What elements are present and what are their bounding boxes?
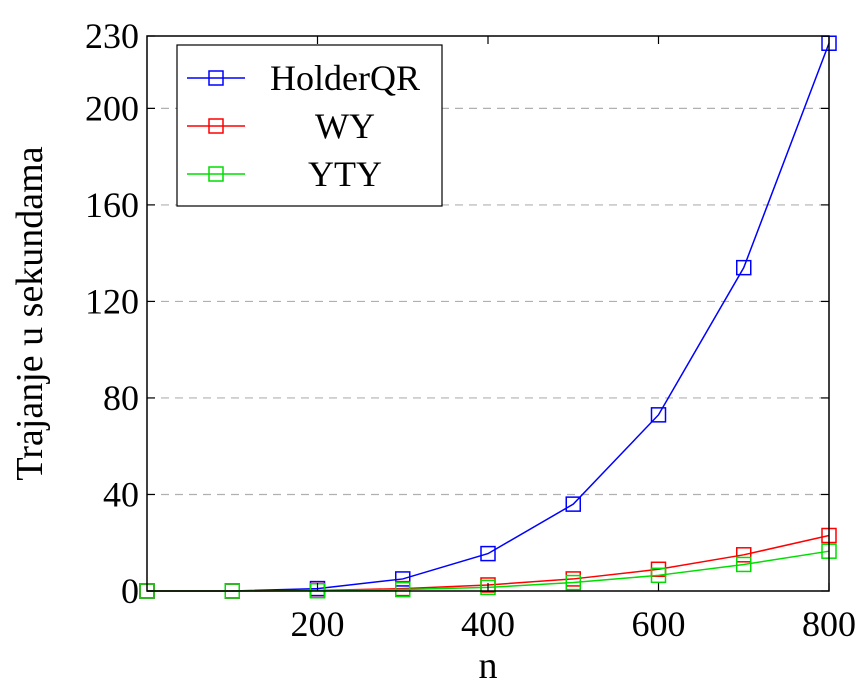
x-tick-label: 200 <box>291 604 345 644</box>
y-tick-label: 200 <box>85 88 139 128</box>
legend-item: HolderQR <box>187 58 420 98</box>
legend-label: HolderQR <box>270 58 420 98</box>
data-point <box>736 259 752 276</box>
data-point <box>565 574 581 591</box>
y-tick-label: 80 <box>103 378 139 418</box>
y-tick-label: 120 <box>85 281 139 321</box>
y-tick-label: 0 <box>121 571 139 611</box>
legend-marker <box>208 70 224 86</box>
legend-item: WY <box>187 106 375 146</box>
data-point <box>395 581 411 598</box>
x-tick-label: 400 <box>461 604 515 644</box>
axis-ticks <box>147 35 830 592</box>
y-tick-label: 160 <box>85 185 139 225</box>
x-tick-labels: 200 400 600 800 <box>291 604 857 644</box>
data-point <box>480 545 496 562</box>
data-point <box>650 407 667 423</box>
data-point <box>650 567 667 584</box>
legend-item: YTY <box>187 154 382 194</box>
y-tick-labels: 0 40 80 120 160 200 230 <box>85 16 139 611</box>
y-tick-label: 40 <box>103 474 139 514</box>
y-axis-label: Trajanje u sekundama <box>9 146 51 480</box>
legend-marker <box>208 166 224 182</box>
legend-label: YTY <box>308 154 382 194</box>
legend: HolderQR WY YTY <box>176 44 443 207</box>
x-tick-label: 600 <box>632 604 686 644</box>
x-tick-label: 800 <box>802 604 856 644</box>
data-point <box>736 547 752 563</box>
data-point <box>565 496 581 512</box>
data-point <box>736 556 752 573</box>
y-tick-label: 230 <box>85 16 139 56</box>
data-point <box>480 579 496 596</box>
series-line <box>147 534 830 592</box>
x-axis-label: n <box>479 645 498 684</box>
data-point <box>395 571 411 587</box>
legend-marker <box>208 118 224 134</box>
legend-label: WY <box>315 106 375 146</box>
